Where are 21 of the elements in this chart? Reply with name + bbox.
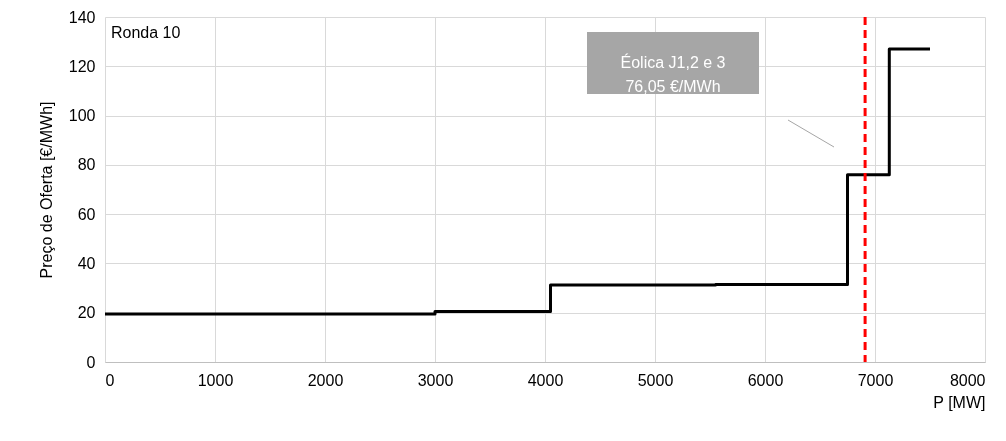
y-tick-label: 60 xyxy=(77,205,96,223)
y-tick-label: 140 xyxy=(68,8,96,26)
x-tick-label: 3000 xyxy=(417,371,454,389)
y-tick-label: 20 xyxy=(77,304,96,322)
y-tick-label: 40 xyxy=(77,254,96,272)
y-axis-title: Preço de Oferta [€/MWh] xyxy=(37,101,55,279)
x-tick-label: 6000 xyxy=(747,371,784,389)
x-tick-label: 1000 xyxy=(197,371,234,389)
y-tick-label: 80 xyxy=(77,156,96,174)
x-tick-label: 8000 xyxy=(949,371,986,389)
x-tick-label: 5000 xyxy=(637,371,674,389)
annotation: Éolica J1,2 e 3 76,05 €/MWh xyxy=(620,53,726,95)
y-tick-label: 0 xyxy=(86,353,96,371)
x-axis-title: P [MW] xyxy=(933,393,986,411)
annotation: Ronda 10 xyxy=(111,24,181,41)
y-tick-label: 100 xyxy=(68,107,96,125)
x-tick-label: 0 xyxy=(105,371,115,389)
x-tick-label: 4000 xyxy=(527,371,564,389)
x-tick-label: 2000 xyxy=(307,371,344,389)
y-tick-label: 120 xyxy=(68,57,96,75)
x-tick-label: 7000 xyxy=(857,371,894,389)
